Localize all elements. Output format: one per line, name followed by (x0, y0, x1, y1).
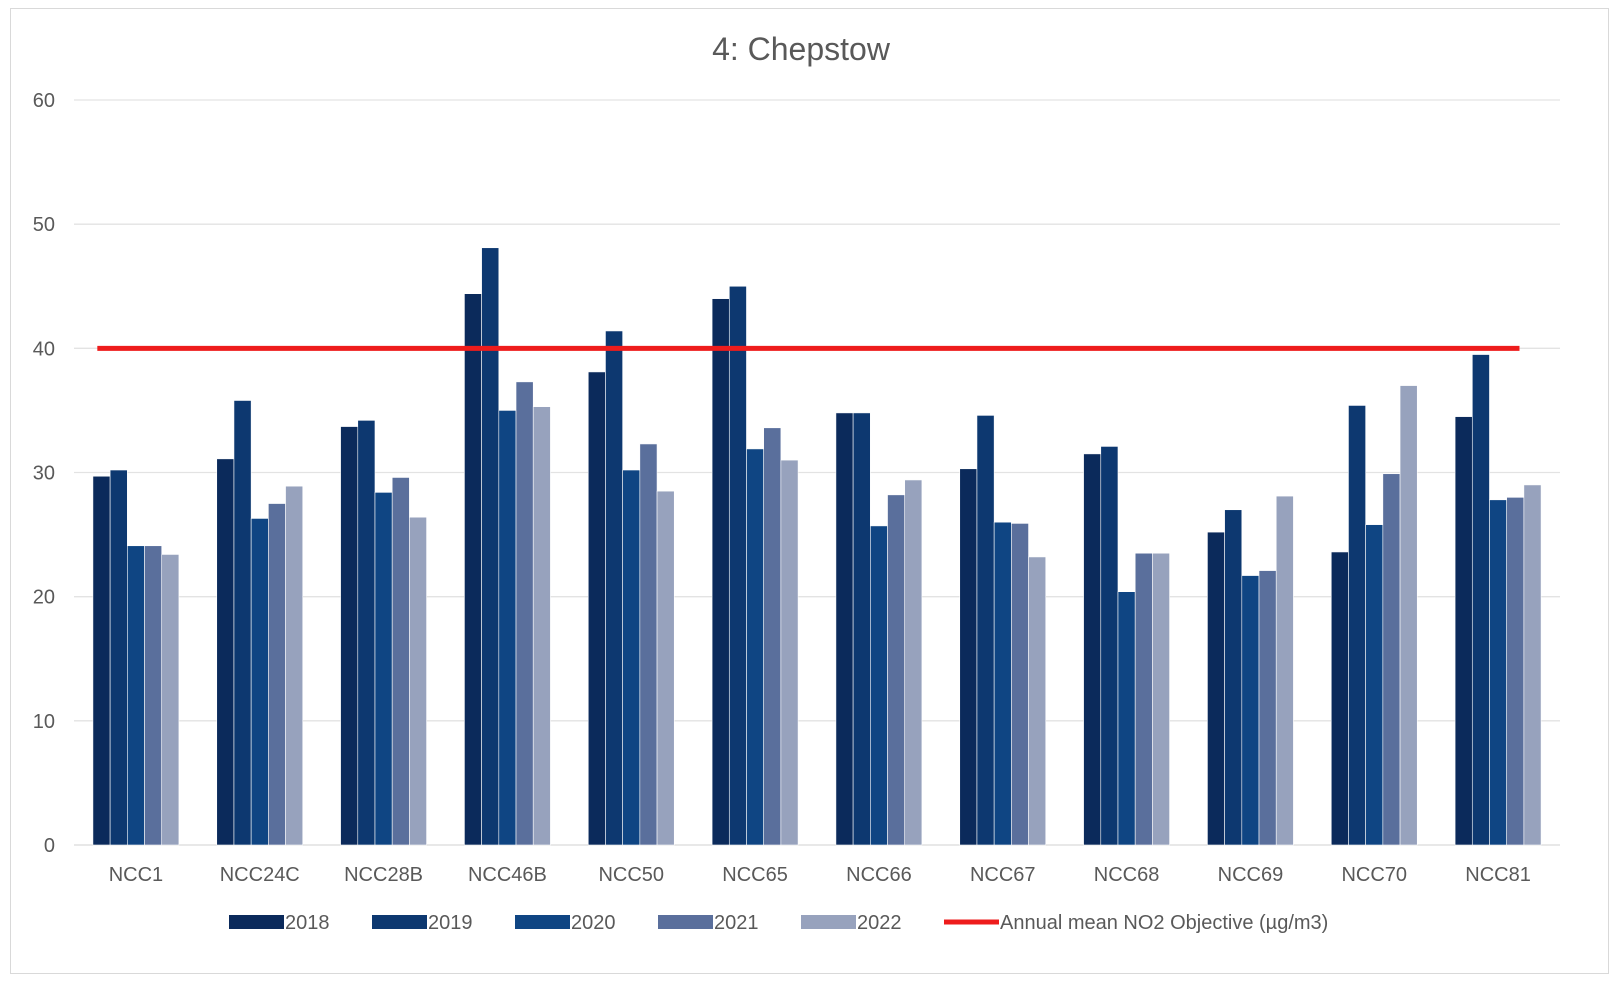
bar-2018-NCC50 (587, 371, 606, 846)
x-tick-label: NCC65 (722, 864, 788, 886)
bar-2018-NCC67 (959, 468, 978, 846)
bar-2022-NCC81 (1523, 484, 1542, 846)
bar-2021-NCC28B (391, 477, 410, 846)
x-tick-label: NCC81 (1465, 864, 1531, 886)
bar-2020-NCC46B (498, 410, 517, 846)
y-tick-label: 40 (33, 338, 55, 360)
bar-2020-NCC50 (622, 469, 641, 846)
y-tick-label: 10 (33, 711, 55, 733)
x-tick-label: NCC66 (846, 864, 912, 886)
bar-2021-NCC24C (268, 503, 286, 846)
bar-2018-NCC65 (711, 298, 730, 846)
bar-2019-NCC70 (1348, 405, 1366, 846)
y-tick-label: 60 (33, 90, 55, 112)
bar-2022-NCC46B (532, 406, 551, 846)
bar-2021-NCC68 (1134, 552, 1153, 846)
bar-2018-NCC46B (464, 293, 482, 846)
bar-2022-NCC50 (656, 490, 675, 846)
bar-2020-NCC66 (870, 525, 888, 846)
bar-2021-NCC50 (639, 443, 658, 846)
bar-2022-NCC1 (161, 554, 180, 846)
bar-2018-NCC69 (1207, 531, 1225, 846)
legend-label-2019: 2019 (428, 912, 473, 934)
bar-2018-NCC66 (835, 412, 854, 846)
bar-2020-NCC70 (1365, 524, 1384, 846)
bar-chart: 4: Chepstow 0 10 20 30 40 50 60 NCC1 NCC24C NCC2… (33, 31, 1560, 934)
bar-2018-NCC1 (92, 475, 111, 846)
bar-2019-NCC24C (233, 400, 252, 846)
bar-2019-NCC68 (1100, 446, 1119, 846)
bar-2018-NCC70 (1330, 551, 1349, 846)
bar-2018-NCC68 (1083, 453, 1102, 846)
legend-label-2021: 2021 (714, 912, 759, 934)
x-tick-label: NCC67 (970, 864, 1036, 886)
y-tick-label: 0 (44, 835, 55, 857)
y-tick-label: 20 (33, 587, 55, 609)
bar-2022-NCC24C (285, 485, 304, 846)
bar-2019-NCC46B (481, 247, 500, 846)
bar-2022-NCC66 (904, 479, 923, 846)
x-tick-label: NCC24C (220, 864, 300, 886)
bar-2022-NCC28B (409, 516, 427, 846)
bar-2020-NCC67 (993, 521, 1012, 846)
legend-label-2018: 2018 (285, 912, 330, 934)
bar-2018-NCC24C (216, 458, 235, 846)
x-tick-label: NCC70 (1341, 864, 1407, 886)
bar-2018-NCC81 (1454, 416, 1473, 846)
x-axis-ticks: NCC1 NCC24C NCC28B NCC46B NCC50 NCC65 NCC66 NCC… (109, 864, 1531, 886)
bar-2020-NCC81 (1489, 499, 1507, 846)
bar-2018-NCC28B (340, 426, 359, 846)
bar-2019-NCC65 (728, 285, 747, 846)
x-tick-label: NCC50 (598, 864, 664, 886)
bar-2021-NCC81 (1506, 497, 1525, 846)
x-tick-label: NCC69 (1218, 864, 1284, 886)
bar-2019-NCC66 (852, 412, 871, 846)
x-tick-label: NCC46B (468, 864, 547, 886)
bar-2022-NCC65 (780, 459, 799, 846)
legend-swatch-2019 (372, 915, 427, 929)
chart-title: 4: Chepstow (712, 31, 891, 67)
legend-swatch-2018 (229, 915, 284, 929)
chart-frame: 4: Chepstow 0 10 20 30 40 50 60 NCC1 NCC24C NCC2… (10, 8, 1609, 974)
legend-label-objective: Annual mean NO2 Objective (µg/m3) (1000, 912, 1328, 934)
legend-swatch-2020 (515, 915, 570, 929)
legend-swatch-2021 (658, 915, 713, 929)
bar-2021-NCC65 (763, 427, 782, 846)
bar-2019-NCC28B (357, 420, 376, 846)
bar-2019-NCC67 (976, 415, 995, 846)
bar-2022-NCC70 (1399, 385, 1418, 846)
legend-label-2020: 2020 (571, 912, 616, 934)
bar-2022-NCC69 (1275, 495, 1294, 846)
bar-2022-NCC68 (1152, 552, 1170, 846)
bar-2020-NCC68 (1117, 591, 1136, 846)
bar-2021-NCC70 (1382, 473, 1401, 846)
bars (92, 247, 1542, 846)
legend: 2018 2019 2020 2021 2022 Annual mean NO2 Obje… (229, 912, 1328, 934)
bar-2019-NCC81 (1471, 354, 1490, 846)
bar-2021-NCC67 (1011, 523, 1029, 846)
bar-2021-NCC66 (887, 494, 906, 846)
bar-2021-NCC46B (515, 381, 534, 846)
y-tick-label: 50 (33, 214, 55, 236)
bar-2020-NCC65 (746, 448, 764, 846)
bar-2019-NCC50 (605, 330, 623, 846)
bar-2020-NCC69 (1241, 575, 1260, 846)
bar-2021-NCC1 (144, 545, 163, 846)
bar-2022-NCC67 (1028, 556, 1047, 846)
y-axis-ticks: 0 10 20 30 40 50 60 (33, 90, 55, 857)
legend-swatch-2022 (801, 915, 856, 929)
bar-2019-NCC1 (109, 469, 128, 846)
bar-2020-NCC28B (374, 492, 393, 846)
x-tick-label: NCC28B (344, 864, 423, 886)
bar-2021-NCC69 (1258, 570, 1277, 846)
bar-2020-NCC24C (250, 518, 269, 846)
x-tick-label: NCC68 (1094, 864, 1160, 886)
y-tick-label: 30 (33, 463, 55, 485)
bar-2019-NCC69 (1224, 509, 1243, 846)
bar-2020-NCC1 (127, 545, 145, 846)
x-tick-label: NCC1 (109, 864, 163, 886)
legend-label-2022: 2022 (857, 912, 902, 934)
